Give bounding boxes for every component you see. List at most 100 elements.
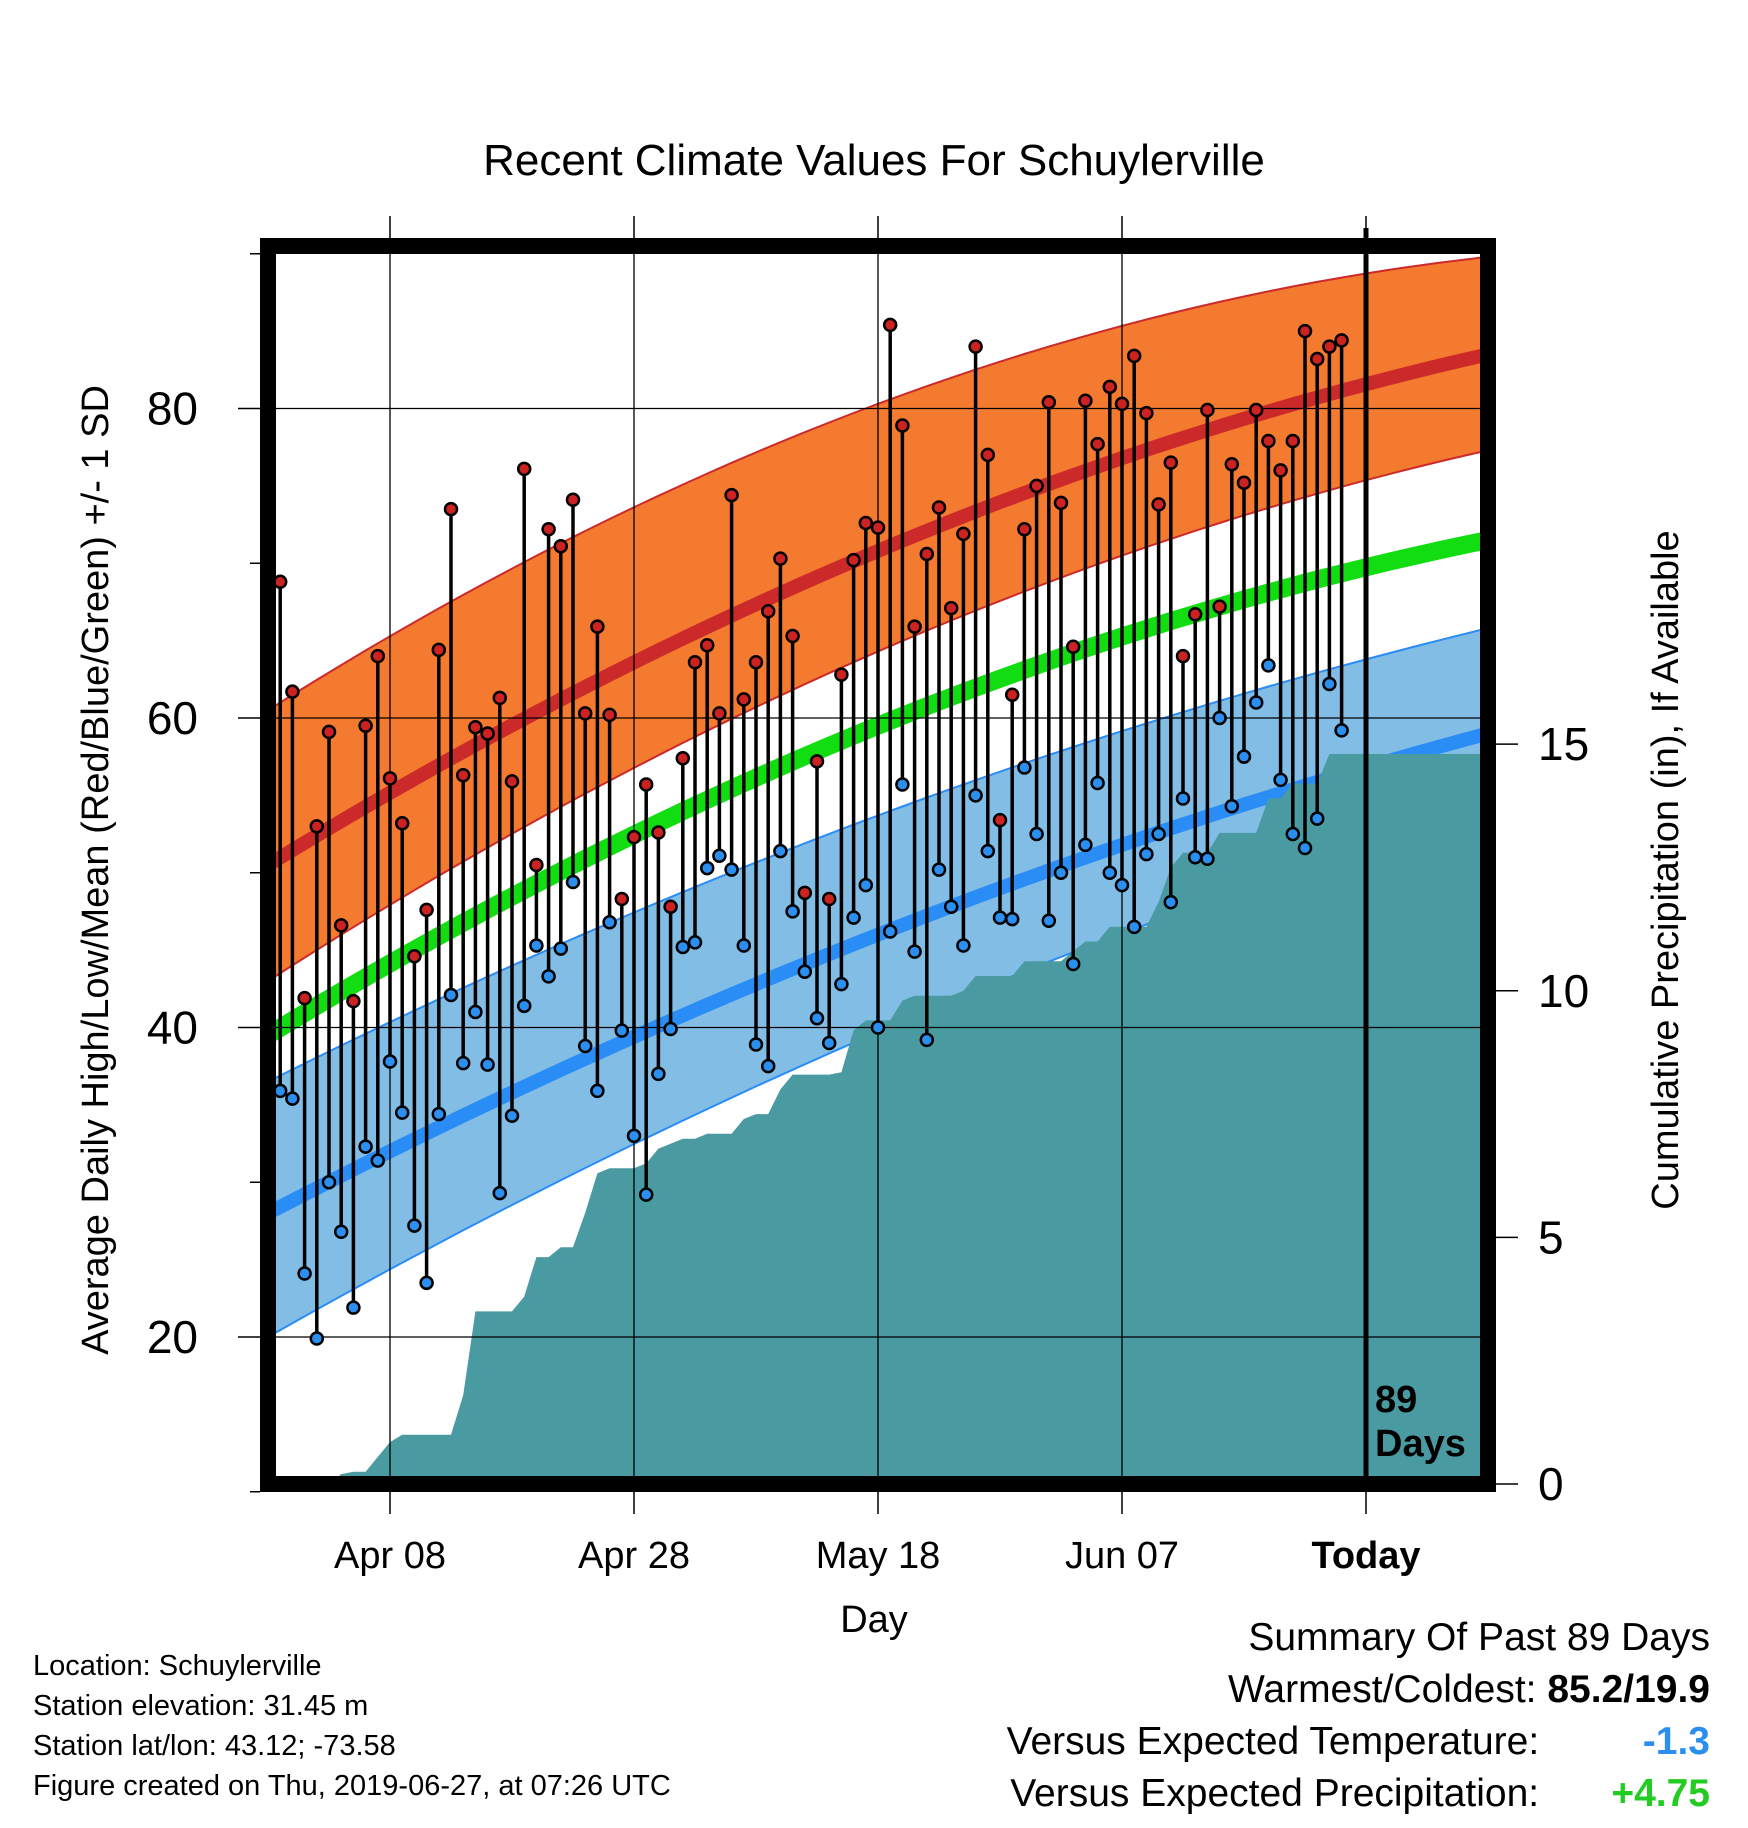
high-point: [614, 891, 630, 907]
low-point: [321, 1174, 337, 1190]
low-point: [919, 1032, 935, 1048]
low-point: [468, 1004, 483, 1020]
summary-title: Summary Of Past 89 Days: [1248, 1616, 1710, 1659]
high-point: [1065, 639, 1081, 655]
low-point: [333, 1224, 349, 1240]
low-point: [663, 1021, 678, 1037]
station-info: Location: Schuylerville Station elevatio…: [33, 1646, 671, 1806]
high-point: [358, 718, 373, 733]
expected-precip-value: +4.75: [1611, 1772, 1710, 1815]
low-point: [602, 915, 617, 930]
low-point: [1187, 850, 1203, 865]
low-point: [1017, 760, 1032, 775]
high-point: [370, 648, 386, 664]
low-point: [992, 910, 1008, 925]
high-point: [931, 500, 947, 515]
low-point: [821, 1035, 837, 1051]
axis-ticks-layer: Apr 08 Apr 28 May 18 Jun 07 Today 20 40 60 80 0 5 1…: [147, 216, 1589, 1577]
low-point: [1078, 837, 1093, 853]
low-point: [712, 848, 727, 863]
low-point: [626, 1128, 642, 1144]
station-elevation: Station elevation: 31.45 m: [33, 1690, 369, 1722]
high-point: [492, 690, 508, 706]
y-left-tick-label: 60: [147, 692, 198, 744]
high-point: [553, 538, 569, 554]
observations-layer: [260, 317, 1349, 1346]
x-tick-label: Today: [1311, 1535, 1420, 1577]
high-point: [309, 819, 325, 834]
station-location: Location: Schuylerville: [33, 1650, 322, 1682]
summary-panel: Summary Of Past 89 Days Warmest/Coldest:…: [1007, 1612, 1710, 1820]
plot-frame: [260, 238, 1496, 1492]
low-point: [614, 1023, 630, 1038]
high-point: [846, 552, 861, 568]
high-point: [968, 339, 983, 354]
low-point: [1029, 826, 1044, 842]
low-point: [834, 976, 849, 992]
high-point: [565, 492, 581, 508]
low-point: [870, 1020, 886, 1035]
high-point: [663, 899, 678, 915]
y-right-tick-label: 15: [1538, 718, 1589, 770]
low-point: [394, 1105, 410, 1120]
high-point: [1224, 456, 1240, 472]
low-point: [968, 788, 983, 803]
high-point: [1334, 333, 1349, 348]
high-point: [346, 993, 361, 1009]
high-point: [748, 655, 764, 670]
today-days-count: 89: [1375, 1379, 1417, 1421]
high-point: [516, 461, 532, 477]
low-point: [1004, 911, 1020, 927]
y-left-tick-label: 40: [147, 1001, 198, 1053]
high-point: [297, 990, 312, 1006]
high-point: [1248, 402, 1264, 418]
high-point: [760, 603, 776, 619]
high-point: [1273, 463, 1288, 478]
low-point: [1236, 749, 1252, 764]
high-point: [1151, 497, 1166, 512]
high-point: [1029, 478, 1044, 494]
high-point: [480, 726, 495, 741]
high-point: [1212, 599, 1227, 614]
high-point: [419, 902, 434, 918]
low-point: [1334, 723, 1349, 738]
low-point: [1041, 913, 1057, 928]
low-point: [480, 1057, 495, 1072]
high-point: [638, 777, 654, 792]
low-point: [773, 843, 788, 859]
low-point: [516, 998, 532, 1014]
low-point: [1090, 775, 1105, 791]
high-point: [1041, 395, 1057, 410]
high-point: [333, 918, 349, 933]
high-point: [956, 526, 971, 542]
high-point: [1126, 348, 1142, 364]
high-point: [602, 707, 617, 723]
high-point: [699, 638, 715, 653]
low-point: [1212, 710, 1227, 726]
x-axis-label: Day: [840, 1599, 908, 1641]
warmest-coldest-label: Warmest/Coldest:: [1228, 1668, 1537, 1711]
expected-precip-label: Versus Expected Precipitation:: [1010, 1772, 1540, 1815]
expected-temp-label: Versus Expected Temperature:: [1006, 1720, 1540, 1763]
high-point: [736, 692, 752, 707]
low-point: [419, 1275, 434, 1291]
high-point: [468, 720, 483, 735]
low-point: [1139, 846, 1154, 862]
high-point: [1053, 495, 1069, 511]
high-point: [626, 829, 642, 845]
low-point: [687, 935, 703, 950]
high-point: [773, 551, 788, 566]
summary-warmest-row: Warmest/Coldest: 85.2/19.9: [1007, 1664, 1710, 1716]
low-point: [1285, 826, 1301, 842]
low-point: [1322, 676, 1337, 692]
low-point: [285, 1091, 300, 1106]
low-point: [443, 987, 459, 1003]
low-point: [455, 1055, 471, 1071]
high-point: [980, 447, 996, 463]
figure-created: Figure created on Thu, 2019-06-27, at 07…: [33, 1770, 671, 1802]
high-point: [687, 655, 703, 670]
high-point: [821, 891, 837, 907]
high-point: [321, 724, 337, 740]
low-point: [797, 964, 813, 980]
low-point: [760, 1058, 776, 1074]
